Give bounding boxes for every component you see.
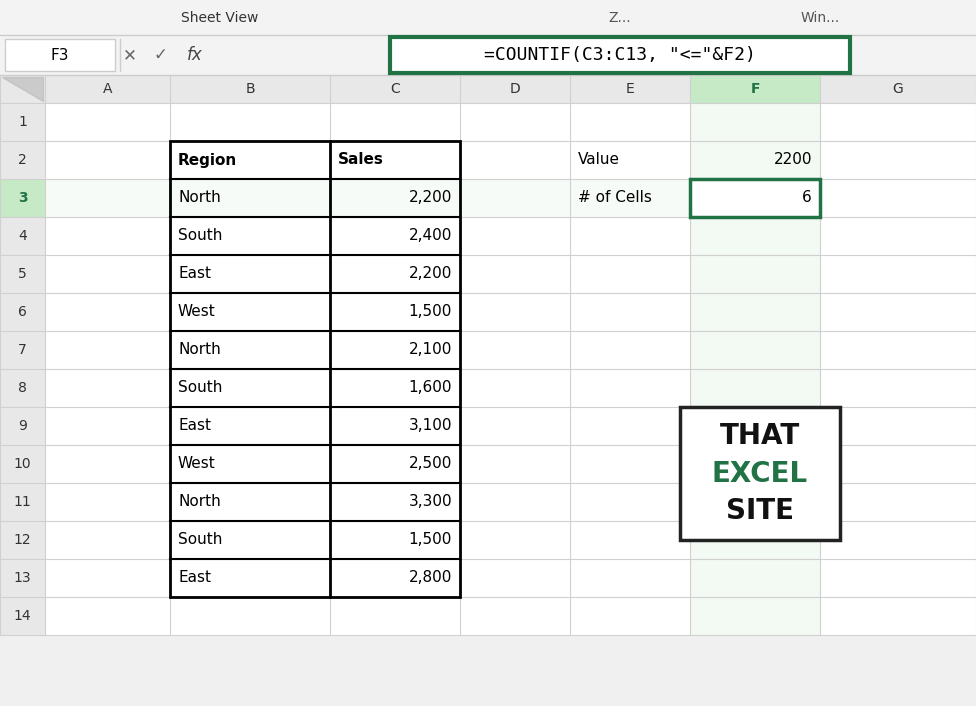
Text: # of Cells: # of Cells: [578, 191, 652, 205]
Text: East: East: [178, 419, 211, 433]
Text: 1,500: 1,500: [409, 304, 452, 320]
Text: 2,200: 2,200: [409, 266, 452, 282]
Bar: [690, 75, 820, 103]
Text: 2200: 2200: [774, 152, 812, 167]
Text: 2: 2: [19, 153, 27, 167]
Text: South: South: [178, 229, 223, 244]
Text: 13: 13: [14, 571, 31, 585]
Text: 2,200: 2,200: [409, 191, 452, 205]
Text: North: North: [178, 191, 221, 205]
Text: South: South: [178, 532, 223, 547]
Text: Z...: Z...: [609, 11, 631, 25]
Text: Win...: Win...: [800, 11, 839, 25]
Text: ✓: ✓: [153, 46, 167, 64]
Text: East: East: [178, 266, 211, 282]
Text: 3,300: 3,300: [408, 494, 452, 510]
Bar: [170, 141, 460, 597]
Text: EXCEL: EXCEL: [712, 460, 808, 488]
Bar: [0, 35, 976, 75]
Bar: [0, 75, 976, 103]
Text: 8: 8: [19, 381, 27, 395]
Text: B: B: [245, 82, 255, 96]
Text: 6: 6: [802, 191, 812, 205]
Text: F: F: [751, 82, 759, 96]
Text: 4: 4: [19, 229, 27, 243]
Text: 3,100: 3,100: [409, 419, 452, 433]
Text: Region: Region: [178, 152, 237, 167]
Text: 6: 6: [19, 305, 27, 319]
Bar: [680, 407, 840, 540]
Text: C: C: [390, 82, 400, 96]
Text: Value: Value: [578, 152, 620, 167]
Text: West: West: [178, 304, 216, 320]
Text: 5: 5: [19, 267, 27, 281]
Text: Sales: Sales: [338, 152, 384, 167]
Text: North: North: [178, 494, 221, 510]
Text: 1: 1: [19, 115, 27, 129]
Bar: [5, 39, 115, 71]
Text: 12: 12: [14, 533, 31, 547]
Bar: [0, 179, 45, 217]
Text: 3: 3: [18, 191, 27, 205]
Text: 2,500: 2,500: [409, 457, 452, 472]
Text: 11: 11: [14, 495, 31, 509]
Text: South: South: [178, 381, 223, 395]
Bar: [45, 179, 690, 217]
Text: D: D: [509, 82, 520, 96]
Bar: [0, 103, 45, 635]
Text: THAT: THAT: [720, 422, 800, 450]
Text: 2,400: 2,400: [409, 229, 452, 244]
Bar: [45, 103, 976, 635]
Text: 1,500: 1,500: [409, 532, 452, 547]
Polygon shape: [2, 77, 43, 101]
Text: Sheet View: Sheet View: [182, 11, 259, 25]
Text: 2,800: 2,800: [409, 570, 452, 585]
Text: F3: F3: [51, 47, 69, 63]
Bar: [690, 179, 820, 217]
Bar: [690, 103, 820, 635]
Text: 14: 14: [14, 609, 31, 623]
Text: West: West: [178, 457, 216, 472]
Text: 9: 9: [19, 419, 27, 433]
Text: fx: fx: [187, 46, 203, 64]
Text: North: North: [178, 342, 221, 357]
Bar: [0, 0, 976, 35]
Text: 2,100: 2,100: [409, 342, 452, 357]
Text: E: E: [626, 82, 634, 96]
Text: A: A: [102, 82, 112, 96]
Text: East: East: [178, 570, 211, 585]
Text: ✕: ✕: [123, 46, 137, 64]
Text: SITE: SITE: [726, 497, 794, 525]
Text: =COUNTIF(C3:C13, "<="&F2): =COUNTIF(C3:C13, "<="&F2): [484, 46, 756, 64]
Text: 7: 7: [19, 343, 27, 357]
Bar: [390, 37, 850, 73]
Text: 1,600: 1,600: [409, 381, 452, 395]
Text: G: G: [893, 82, 904, 96]
Text: 10: 10: [14, 457, 31, 471]
